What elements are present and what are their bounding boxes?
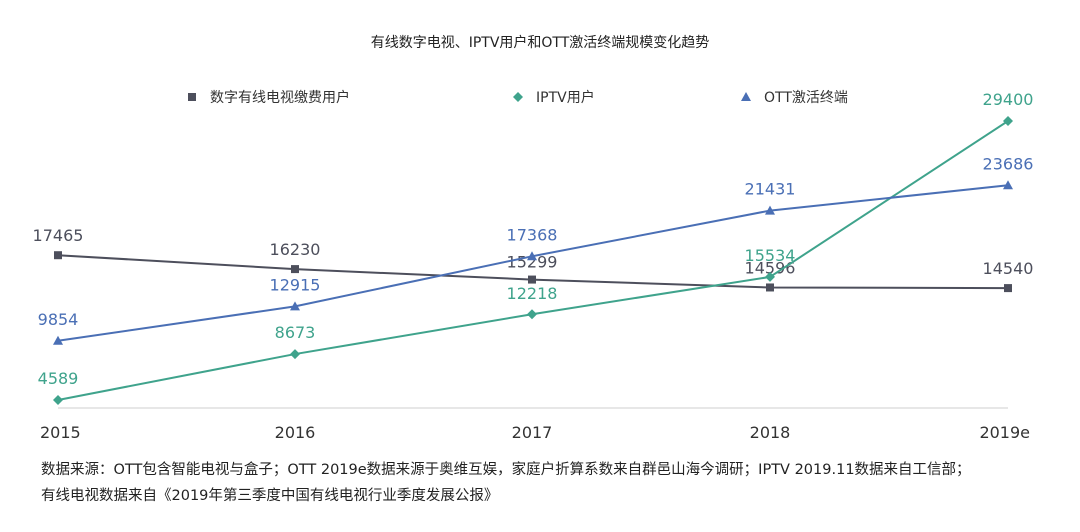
legend-item: 数字有线电视缴费用户 (188, 89, 350, 106)
legend-label: IPTV用户 (536, 89, 595, 106)
data-label: 4589 (38, 369, 79, 388)
legend-marker-diamond (513, 92, 523, 102)
data-label: 15299 (507, 253, 558, 272)
source-note-line-1: 数据来源：OTT包含智能电视与盒子；OTT 2019e数据来源于奥维互娱，家庭户… (41, 462, 971, 478)
legend: 数字有线电视缴费用户 IPTV用户 OTT激活终端 (188, 89, 848, 106)
data-point (291, 265, 299, 274)
x-tick-label: 2015 (40, 423, 81, 442)
legend-label: OTT激活终端 (764, 89, 848, 106)
data-label: 29400 (983, 90, 1034, 109)
series-diamond: 4589 8673 12218 15534 29400 (38, 90, 1034, 405)
data-point (1003, 116, 1013, 126)
data-point (1004, 284, 1012, 293)
data-point (54, 251, 62, 260)
x-tick-labels: 2015 2016 2017 2018 2019e (40, 423, 1030, 442)
data-point (290, 349, 300, 360)
x-tick-label: 2019e (979, 423, 1030, 442)
data-label: 16230 (270, 240, 321, 259)
source-note-line-2: 有线电视数据来自《2019年第三季度中国有线电视行业季度发展公报》 (41, 488, 499, 504)
data-label: 17465 (33, 226, 84, 245)
data-label: 8673 (275, 323, 316, 342)
data-point (1003, 180, 1013, 190)
data-point (765, 205, 775, 215)
data-label: 9854 (38, 310, 79, 329)
data-label: 14540 (983, 259, 1034, 278)
legend-label: 数字有线电视缴费用户 (210, 89, 350, 106)
data-label: 23686 (983, 154, 1034, 173)
x-tick-label: 2018 (750, 423, 791, 442)
legend-item: OTT激活终端 (741, 89, 848, 106)
data-label: 15534 (745, 246, 796, 265)
data-label: 14596 (745, 258, 796, 277)
line-chart: 有线数字电视、IPTV用户和OTT激活终端规模变化趋势 数字有线电视缴费用户 IP… (33, 34, 1034, 442)
data-point (53, 395, 63, 405)
data-point (527, 309, 537, 320)
data-point (528, 275, 536, 284)
legend-item: IPTV用户 (513, 89, 595, 106)
data-label: 12915 (270, 275, 321, 294)
data-label: 17368 (507, 225, 558, 244)
x-tick-label: 2017 (512, 423, 553, 442)
data-point (766, 283, 774, 292)
series-square: 17465 16230 15299 14596 14540 (33, 226, 1034, 293)
legend-marker-square (188, 93, 196, 101)
data-point (290, 301, 300, 311)
legend-marker-triangle (741, 92, 751, 101)
data-point (765, 271, 775, 282)
data-point (53, 335, 63, 345)
data-label: 21431 (745, 180, 796, 199)
x-tick-label: 2016 (275, 423, 316, 442)
series-layer: 17465 16230 15299 14596 14540 4589 8673 12218 15… (33, 90, 1034, 405)
series-triangle: 9854 12915 17368 21431 23686 (38, 154, 1034, 345)
chart-title: 有线数字电视、IPTV用户和OTT激活终端规模变化趋势 (371, 34, 710, 51)
data-label: 12218 (507, 284, 558, 303)
data-point (527, 251, 537, 261)
